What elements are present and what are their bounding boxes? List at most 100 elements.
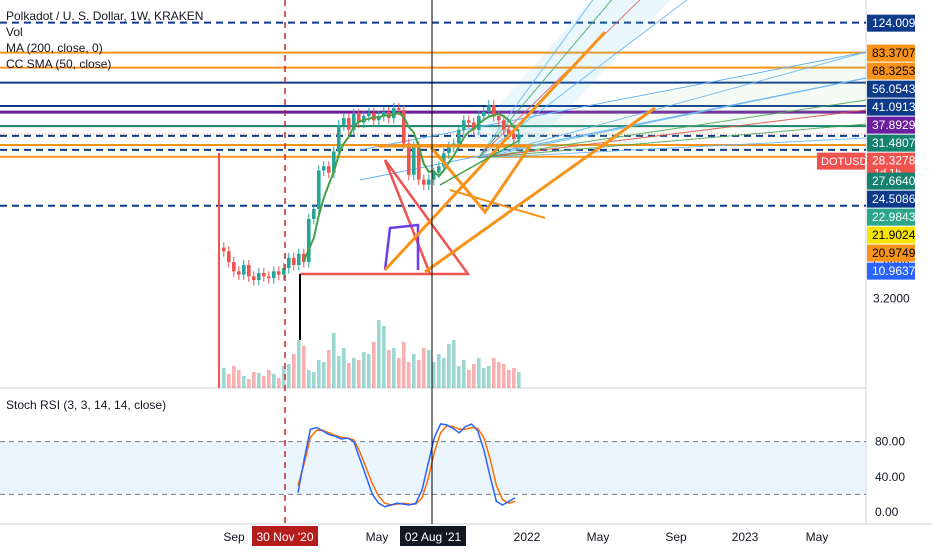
fan-line[interactable] xyxy=(477,0,600,159)
candle[interactable] xyxy=(337,124,341,152)
candle[interactable] xyxy=(312,209,316,219)
candle[interactable] xyxy=(407,143,411,175)
fan-line[interactable] xyxy=(477,123,867,159)
fan-line[interactable] xyxy=(477,0,650,159)
candle[interactable] xyxy=(412,146,416,175)
candle[interactable] xyxy=(277,271,281,275)
price-level-badge xyxy=(867,116,915,134)
volume-bar xyxy=(352,358,356,388)
candle[interactable] xyxy=(422,179,426,185)
candle[interactable] xyxy=(342,118,346,125)
candle[interactable] xyxy=(357,113,361,123)
channel-upper[interactable] xyxy=(383,30,607,272)
triangle-pattern[interactable] xyxy=(300,159,471,276)
volume-bar xyxy=(437,354,441,388)
candle[interactable] xyxy=(492,105,496,117)
candle[interactable] xyxy=(472,122,476,130)
volume-bar xyxy=(442,358,446,388)
candle[interactable] xyxy=(497,116,501,121)
candle[interactable] xyxy=(502,120,506,130)
candle[interactable] xyxy=(332,151,336,173)
candle[interactable] xyxy=(272,271,276,279)
candle[interactable] xyxy=(447,146,451,154)
candle[interactable] xyxy=(267,276,271,279)
candle[interactable] xyxy=(307,218,311,263)
candle[interactable] xyxy=(227,251,231,263)
candle[interactable] xyxy=(327,166,331,173)
ccsma-indicator-label[interactable]: CC SMA (50, close) xyxy=(6,57,112,71)
fan-line[interactable] xyxy=(477,0,620,159)
candle[interactable] xyxy=(457,129,461,144)
trend-line[interactable] xyxy=(359,77,867,181)
trend-line[interactable] xyxy=(359,51,867,151)
candle[interactable] xyxy=(242,265,246,275)
purple-pattern[interactable] xyxy=(383,223,420,271)
fan-channel-fill xyxy=(470,0,671,150)
candle[interactable] xyxy=(317,170,321,210)
candle[interactable] xyxy=(297,253,301,266)
candle[interactable] xyxy=(437,166,441,173)
volume-bar xyxy=(267,370,271,388)
volume-bar xyxy=(367,354,371,388)
candle[interactable] xyxy=(402,109,406,144)
symbol-title[interactable]: Polkadot / U. S. Dollar, 1W, KRAKEN xyxy=(6,9,204,23)
stoch-k-line[interactable] xyxy=(297,423,516,508)
fan-line[interactable] xyxy=(477,99,867,159)
candle[interactable] xyxy=(237,271,241,275)
volume-bar xyxy=(262,376,266,388)
candle[interactable] xyxy=(247,265,251,277)
candle[interactable] xyxy=(507,129,511,134)
orange-triangle[interactable] xyxy=(378,144,533,215)
candle[interactable] xyxy=(517,134,521,140)
volume-bar xyxy=(322,362,326,388)
volume-bar xyxy=(292,354,296,388)
ma-line[interactable] xyxy=(302,111,520,262)
volume-bar xyxy=(482,368,486,388)
volume-bar xyxy=(492,358,496,388)
candle[interactable] xyxy=(382,111,386,117)
volume-indicator-label[interactable]: Vol xyxy=(6,25,23,39)
candle[interactable] xyxy=(487,105,491,112)
candle[interactable] xyxy=(462,120,466,130)
candle[interactable] xyxy=(432,172,436,180)
candle[interactable] xyxy=(392,108,396,119)
candle[interactable] xyxy=(292,257,296,266)
fan-line[interactable] xyxy=(477,109,867,159)
candle[interactable] xyxy=(512,133,516,140)
candle[interactable] xyxy=(222,247,226,252)
candle[interactable] xyxy=(232,262,236,272)
fan-line[interactable] xyxy=(477,137,867,159)
orange-trend-line[interactable] xyxy=(449,189,546,219)
candle[interactable] xyxy=(367,112,371,117)
candle[interactable] xyxy=(427,179,431,185)
volume-bar xyxy=(287,364,291,388)
ma-indicator-label[interactable]: MA (200, close, 0) xyxy=(6,41,103,55)
stoch-d-line[interactable] xyxy=(297,425,516,506)
volume-bar xyxy=(337,356,341,388)
channel-lower[interactable] xyxy=(424,106,656,274)
green-trend-line[interactable] xyxy=(439,139,521,186)
volume-bar xyxy=(447,344,451,388)
candle[interactable] xyxy=(347,118,351,130)
price-level-badge xyxy=(867,14,915,32)
candle[interactable] xyxy=(442,153,446,167)
candle[interactable] xyxy=(397,108,401,110)
candle[interactable] xyxy=(352,113,356,130)
price-level-badge-text: 27.6640 xyxy=(872,174,916,188)
candle[interactable] xyxy=(257,272,261,280)
candle[interactable] xyxy=(417,146,421,180)
price-level-badge-text: 83.3707 xyxy=(872,46,916,60)
candle[interactable] xyxy=(287,257,291,269)
candle[interactable] xyxy=(467,120,471,123)
candle[interactable] xyxy=(482,111,486,117)
volume-bar xyxy=(497,362,501,388)
candle[interactable] xyxy=(302,253,306,263)
price-level-badge xyxy=(867,98,915,116)
stoch-rsi-title[interactable]: Stoch RSI (3, 3, 14, 14, close) xyxy=(6,398,167,412)
candle[interactable] xyxy=(262,272,266,277)
candle[interactable] xyxy=(282,268,286,275)
fan-line[interactable] xyxy=(477,51,867,159)
candle[interactable] xyxy=(252,276,256,280)
candle[interactable] xyxy=(322,166,326,171)
